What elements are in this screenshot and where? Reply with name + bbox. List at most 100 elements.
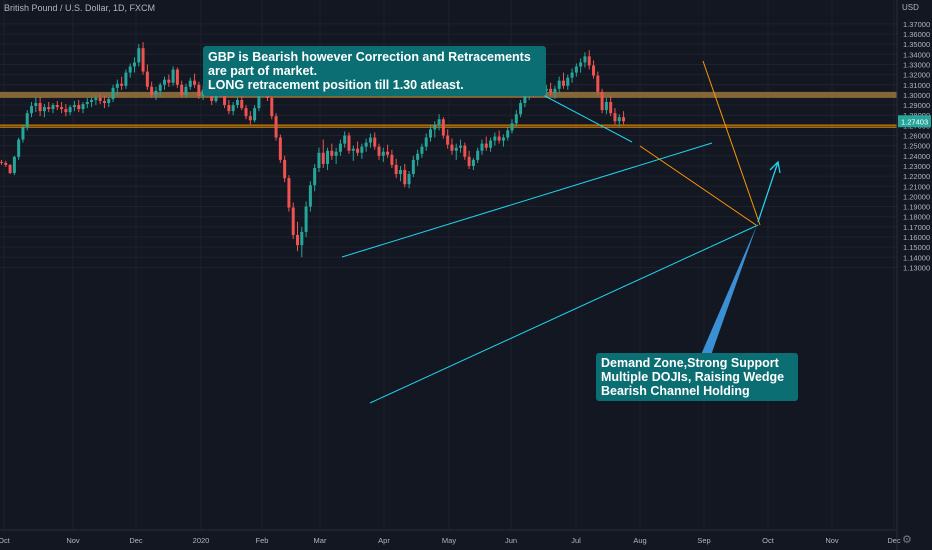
candle-body bbox=[429, 129, 432, 138]
candle-body bbox=[98, 97, 102, 101]
y-tick-label: 1.29000 bbox=[903, 101, 930, 110]
candle-body bbox=[343, 135, 347, 144]
candle-body bbox=[561, 80, 565, 86]
candle-body bbox=[132, 62, 136, 67]
x-tick-label: Mar bbox=[314, 536, 327, 545]
candle-body bbox=[549, 88, 553, 93]
candle-body bbox=[622, 117, 626, 122]
candle-body bbox=[519, 103, 523, 115]
y-tick-label: 1.36000 bbox=[903, 30, 930, 39]
candle-body bbox=[566, 77, 570, 86]
candle-body bbox=[424, 137, 428, 147]
candle-body bbox=[111, 87, 115, 99]
y-tick-label: 1.19000 bbox=[903, 203, 930, 212]
candle-body bbox=[77, 105, 81, 110]
candle-body bbox=[115, 83, 119, 88]
candle-body bbox=[386, 151, 390, 155]
candle-body bbox=[0, 161, 3, 163]
annotation-line: LONG retracement position till 1.30 atle… bbox=[208, 78, 464, 92]
candle-body bbox=[476, 150, 480, 160]
y-tick-label: 1.30000 bbox=[903, 91, 930, 100]
x-tick-label: May bbox=[442, 536, 456, 545]
candle-body bbox=[459, 145, 463, 148]
candle-body bbox=[154, 90, 158, 95]
x-tick-label: 2020 bbox=[193, 536, 210, 545]
candle-body bbox=[137, 48, 141, 63]
candle-body bbox=[600, 91, 604, 111]
currency-label[interactable]: USD bbox=[902, 3, 919, 12]
candle-body bbox=[90, 99, 94, 103]
candle-body bbox=[356, 148, 360, 153]
candle-body bbox=[248, 116, 252, 121]
candles bbox=[0, 42, 626, 258]
candle-body bbox=[270, 97, 274, 117]
y-tick-label: 1.16000 bbox=[903, 233, 930, 242]
candle-body bbox=[433, 125, 437, 130]
candle-body bbox=[300, 231, 304, 246]
candle-body bbox=[171, 69, 175, 83]
candle-body bbox=[338, 143, 342, 152]
candle-body bbox=[167, 79, 171, 83]
candle-body bbox=[231, 105, 235, 112]
candle-body bbox=[557, 80, 561, 89]
candle-body bbox=[467, 156, 471, 166]
candle-body bbox=[381, 151, 385, 156]
candle-body bbox=[4, 162, 8, 165]
candle-body bbox=[446, 135, 450, 145]
candle-body bbox=[60, 107, 64, 110]
x-tick-label: Feb bbox=[256, 536, 269, 545]
candle-body bbox=[360, 146, 364, 153]
candle-body bbox=[223, 94, 227, 106]
candle-body bbox=[441, 119, 445, 136]
y-tick-label: 1.15000 bbox=[903, 243, 930, 252]
candle-body bbox=[257, 92, 261, 109]
candle-body bbox=[454, 147, 458, 151]
candle-body bbox=[553, 88, 557, 93]
candle-body bbox=[184, 86, 188, 95]
callout-pointer bbox=[700, 225, 757, 358]
candle-body bbox=[592, 65, 596, 76]
candle-body bbox=[235, 99, 239, 106]
trend-drawings bbox=[341, 60, 781, 404]
candle-body bbox=[85, 102, 89, 105]
x-tick-label: Apr bbox=[378, 536, 390, 545]
y-tick-label: 1.33000 bbox=[903, 60, 930, 69]
candle-body bbox=[403, 170, 407, 185]
target-arrow bbox=[757, 161, 779, 223]
candle-body bbox=[398, 170, 402, 175]
candle-body bbox=[390, 154, 394, 165]
candle-body bbox=[274, 116, 278, 138]
candle-body bbox=[120, 83, 124, 86]
candle-body bbox=[493, 136, 497, 141]
x-tick-label: Nov bbox=[825, 536, 839, 545]
candle-body bbox=[326, 150, 330, 164]
candle-body bbox=[8, 164, 12, 174]
candle-body bbox=[407, 174, 411, 185]
candle-body bbox=[484, 143, 488, 148]
y-tick-label: 1.26000 bbox=[903, 132, 930, 141]
x-tick-label: Oct bbox=[0, 536, 11, 545]
last-price-tag bbox=[898, 115, 931, 128]
candle-body bbox=[373, 137, 377, 147]
candle-body bbox=[107, 98, 111, 104]
candle-body bbox=[128, 66, 132, 73]
candle-body bbox=[514, 114, 518, 124]
candle-body bbox=[321, 152, 325, 164]
x-tick-label: Dec bbox=[129, 536, 143, 545]
candle-body bbox=[368, 137, 372, 143]
annotation-line: Multiple DOJIs, Raising Wedge bbox=[601, 370, 785, 384]
candle-body bbox=[313, 167, 317, 186]
candle-body bbox=[574, 66, 578, 73]
annotation-line: GBP is Bearish however Correction and Re… bbox=[208, 50, 531, 64]
candle-body bbox=[296, 234, 300, 246]
candle-body bbox=[506, 130, 510, 138]
candle-body bbox=[17, 139, 21, 157]
candle-body bbox=[291, 207, 295, 235]
candle-body bbox=[394, 164, 398, 175]
candle-body bbox=[308, 185, 312, 207]
candle-body bbox=[351, 148, 355, 151]
gear-icon[interactable]: ⚙ bbox=[902, 534, 912, 546]
candle-body bbox=[38, 103, 42, 112]
